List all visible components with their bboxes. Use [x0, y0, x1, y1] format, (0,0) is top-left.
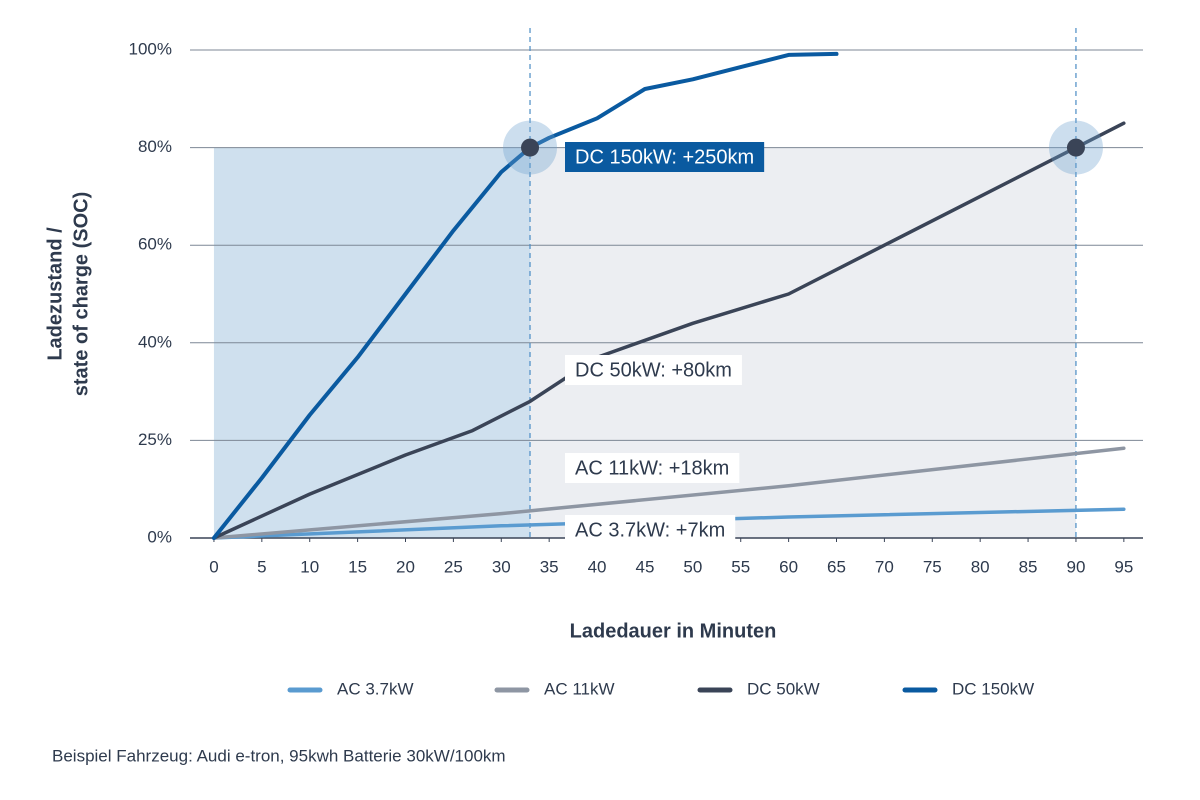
y-axis-title: Ladezustand /: [44, 227, 66, 361]
x-tick-label: 0: [209, 557, 218, 576]
x-tick-label: 65: [827, 557, 846, 576]
x-tick-label: 55: [731, 557, 750, 576]
annotation-box: [565, 355, 742, 385]
x-tick-label: 75: [923, 557, 942, 576]
annotation: DC 150kW: +250km: [575, 146, 754, 168]
annotation: DC 50kW: +80km: [575, 359, 732, 381]
legend-label: AC 11kW: [544, 679, 615, 698]
x-tick-label: 90: [1066, 557, 1085, 576]
annotation: AC 3.7kW: +7km: [575, 519, 725, 541]
highlight-point: [521, 138, 540, 157]
y-tick-label: 60%: [138, 235, 172, 254]
x-tick-label: 40: [588, 557, 607, 576]
annotation-box: [565, 515, 736, 545]
y-tick-label: 25%: [138, 430, 172, 449]
y-axis-title: state of charge (SOC): [70, 192, 92, 396]
x-tick-label: 85: [1019, 557, 1038, 576]
y-tick-label: 0%: [147, 527, 172, 546]
x-tick-label: 50: [683, 557, 702, 576]
annotation-box: [565, 453, 740, 483]
legend-label: DC 50kW: [747, 679, 820, 698]
x-tick-label: 80: [971, 557, 990, 576]
x-tick-label: 45: [635, 557, 654, 576]
x-tick-label: 5: [257, 557, 266, 576]
x-tick-label: 20: [396, 557, 415, 576]
series-line: [212, 446, 1126, 540]
y-tick-label: 40%: [138, 332, 172, 351]
x-tick-label: 10: [300, 557, 319, 576]
legend-label: AC 3.7kW: [337, 679, 414, 698]
x-tick-label: 35: [540, 557, 559, 576]
highlight-point: [1066, 138, 1085, 157]
annotation-box: [565, 142, 765, 172]
footnote: Beispiel Fahrzeug: Audi e-tron, 95kwh Ba…: [52, 746, 506, 765]
x-tick-label: 15: [348, 557, 367, 576]
series-line: [212, 121, 1126, 540]
y-tick-label: 80%: [138, 137, 172, 156]
y-tick-label: 100%: [129, 39, 172, 58]
x-tick-label: 70: [875, 557, 894, 576]
x-tick-label: 60: [779, 557, 798, 576]
annotation: AC 11kW: +18km: [575, 457, 729, 479]
x-tick-label: 95: [1114, 557, 1133, 576]
x-axis-title: Ladedauer in Minuten: [570, 620, 777, 642]
x-tick-label: 30: [492, 557, 511, 576]
legend-label: DC 150kW: [952, 679, 1034, 698]
x-tick-label: 25: [444, 557, 463, 576]
